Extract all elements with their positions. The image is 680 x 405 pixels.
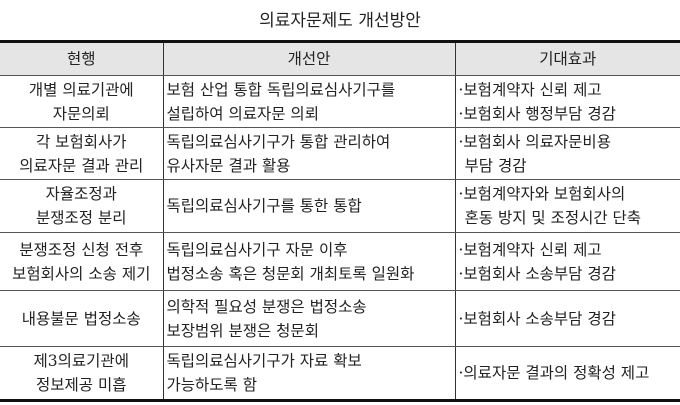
cell-line: 법정소송 혹은 청문회 개최토록 일원화	[166, 264, 415, 283]
effect-cell: ·의료자문 결과의 정확성 제고	[454, 346, 680, 402]
cell-line: 자율조정과	[45, 185, 117, 203]
cell-line: 혼동 방지 및 조정시간 단축	[464, 209, 642, 227]
cell-line: 제3의료기관에	[33, 352, 129, 370]
cell-line: ·보험계약자 신뢰 제고	[458, 80, 602, 99]
header-current: 현행	[0, 41, 164, 76]
current-cell: 내용불문 법정소송	[0, 290, 164, 347]
cell-line: 분쟁조정 신청 전후	[19, 240, 144, 259]
table-row: 개별 의료기관에 자문의뢰 보험 산업 통합 독립의료심사기구를 설립하여 의료자문 …	[0, 75, 680, 128]
header-effect: 기대효과	[454, 41, 680, 76]
header-proposal: 개선안	[162, 41, 456, 76]
cell-line: 보험 산업 통합 독립의료심사기구를	[166, 80, 396, 99]
cell-line: 부담 경감	[464, 156, 527, 175]
cell-line: 독립의료심사기구를 통한 통합	[166, 197, 362, 215]
cell-line: 자문의뢰	[52, 104, 110, 123]
cell-line: 내용불문 법정소송	[21, 309, 141, 328]
cell-line: 보험회사의 소송 제기	[12, 264, 151, 283]
effect-cell: ·보험계약자 신뢰 제고 ·보험회사 소송부담 경감	[454, 232, 680, 291]
cell-line: 독립의료심사기구가 자료 확보	[166, 352, 362, 370]
cell-line: 독립의료심사기구 자문 이후	[166, 240, 348, 259]
table-row: 각 보험회사가 의료자문 결과 관리 독립의료심사기구가 통합 관리하여 유사자문 결…	[0, 127, 680, 180]
effect-cell: ·보험회사 의료자문비용 부담 경감	[454, 127, 680, 180]
improvement-table: 현행 개선안 기대효과 개별 의료기관에 자문의뢰 보험 산업 통합 독립의료심사기…	[0, 40, 680, 402]
cell-line: 의학적 필요성 분쟁은 법정소송	[166, 297, 367, 316]
effect-cell: ·보험회사 소송부담 경감	[454, 290, 680, 347]
document-title: 의료자문제도 개선방안	[259, 11, 421, 31]
table-row: 분쟁조정 신청 전후 보험회사의 소송 제기 독립의료심사기구 자문 이후 법정소송 …	[0, 232, 680, 291]
cell-line: 유사자문 결과 활용	[166, 156, 291, 175]
table-row: 내용불문 법정소송 의학적 필요성 분쟁은 법정소송 보장범위 분쟁은 청문회 ·보험…	[0, 290, 680, 347]
cell-line: ·보험회사 소송부담 경감	[458, 264, 616, 283]
cell-line: ·보험회사 의료자문비용	[458, 132, 611, 151]
effect-cell: ·보험계약자 신뢰 제고 ·보험회사 행정부담 경감	[454, 75, 680, 128]
cell-line: 분쟁조정 분리	[36, 209, 127, 227]
cell-line: 개별 의료기관에	[28, 80, 134, 99]
proposal-cell: 독립의료심사기구를 통한 통합	[162, 179, 456, 233]
cell-line: 가능하도록 함	[166, 376, 258, 394]
cell-line: 의료자문 결과 관리	[19, 156, 144, 175]
cell-line: 정보제공 미흡	[36, 376, 127, 394]
cell-line: 설립하여 의료자문 의뢰	[166, 104, 319, 123]
cell-line: ·보험회사 행정부담 경감	[458, 104, 616, 123]
table-row: 자율조정과 분쟁조정 분리 독립의료심사기구를 통한 통합 ·보험계약자와 보험회사의…	[0, 179, 680, 233]
cell-line: ·보험계약자와 보험회사의	[458, 185, 626, 203]
cell-line: ·보험계약자 신뢰 제고	[458, 240, 602, 259]
effect-cell: ·보험계약자와 보험회사의 혼동 방지 및 조정시간 단축	[454, 179, 680, 233]
cell-line: 독립의료심사기구가 통합 관리하여	[166, 132, 391, 151]
cell-line: ·보험회사 소송부담 경감	[458, 309, 616, 328]
cell-line: 각 보험회사가	[36, 132, 127, 151]
table-header-row: 현행 개선안 기대효과	[0, 41, 680, 76]
cell-line: 보장범위 분쟁은 청문회	[166, 321, 319, 340]
table-row: 제3의료기관에 정보제공 미흡 독립의료심사기구가 자료 확보 가능하도록 함 ·의료자…	[0, 346, 680, 402]
cell-line: ·의료자문 결과의 정확성 제고	[458, 364, 650, 382]
